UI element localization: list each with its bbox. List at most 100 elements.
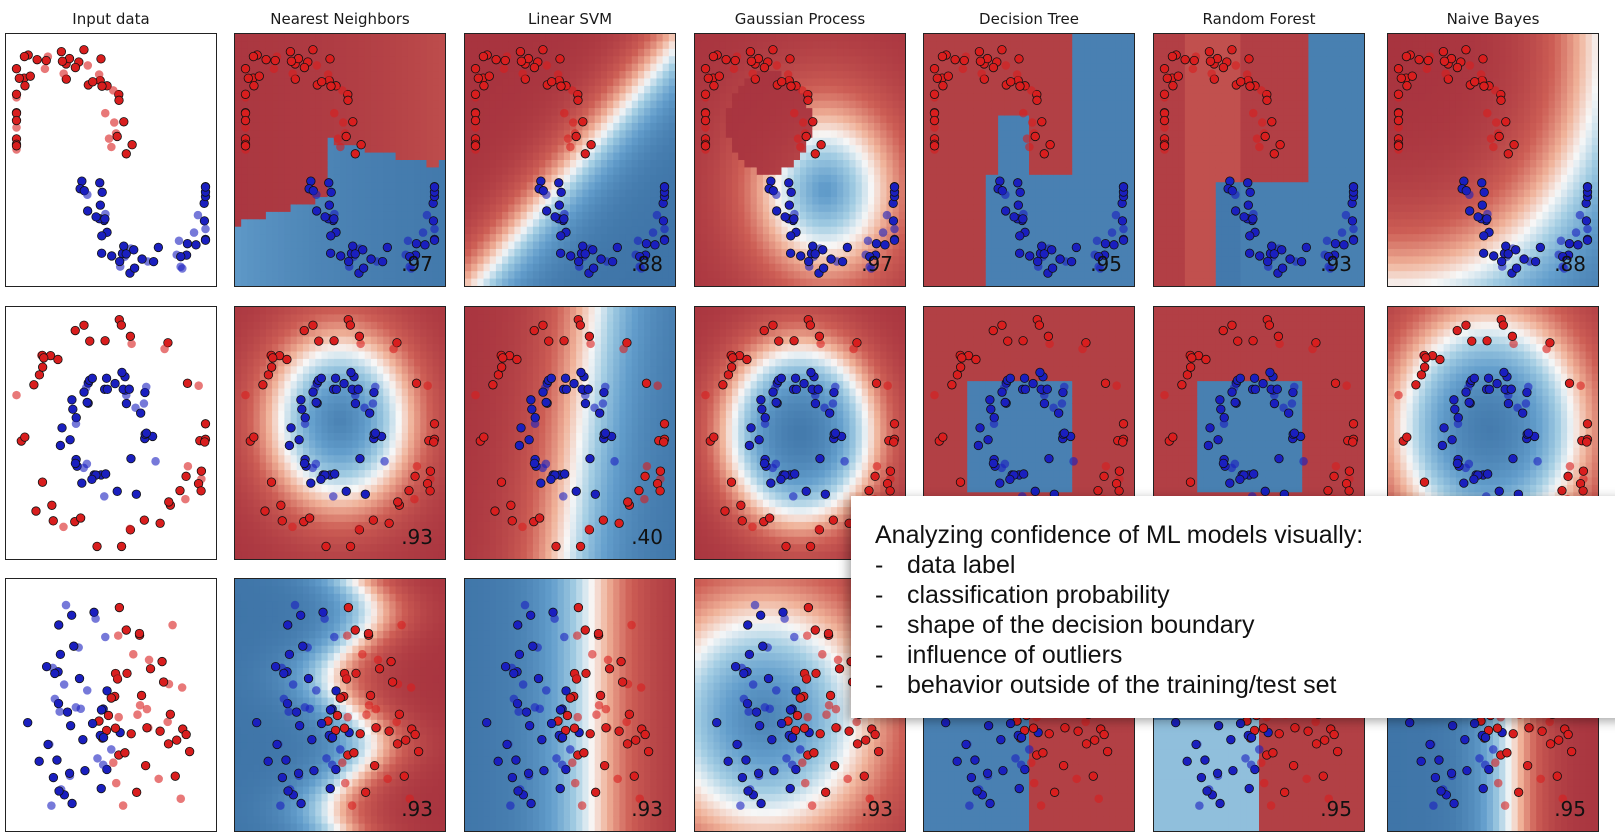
decision-region-cell: [707, 115, 715, 124]
decision-region-cell: [414, 34, 421, 43]
decision-region-cell: [235, 189, 242, 198]
decision-region-cell: [855, 278, 863, 286]
decision-region-cell: [1047, 100, 1055, 109]
decision-region-cell: [867, 85, 875, 94]
decision-region-cell: [315, 122, 323, 131]
decision-region-cell: [930, 167, 937, 176]
decision-region-cell: [358, 34, 366, 43]
decision-region-cell: [613, 41, 621, 50]
decision-region-cell: [625, 219, 633, 228]
decision-region-cell: [570, 211, 577, 220]
decision-region-cell: [401, 226, 409, 235]
decision-region-cell: [775, 48, 783, 57]
data-point-blue: [348, 241, 358, 251]
decision-region-cell: [1029, 100, 1036, 109]
data-point-blue: [780, 212, 790, 222]
decision-region-cell: [701, 278, 708, 286]
decision-region-cell: [806, 189, 813, 198]
decision-region-cell: [377, 219, 384, 228]
decision-region-cell: [725, 122, 733, 131]
decision-region-cell: [1047, 122, 1055, 131]
decision-region-cell: [644, 100, 651, 109]
decision-region-cell: [644, 34, 651, 43]
decision-region-cell: [495, 204, 503, 213]
decision-region-cell: [979, 85, 987, 94]
decision-region-cell: [843, 226, 851, 235]
decision-region-cell: [732, 271, 739, 280]
decision-region-cell: [272, 34, 279, 43]
decision-region-cell: [824, 182, 832, 191]
decision-region-cell: [619, 226, 627, 235]
decision-region-cell: [600, 122, 608, 131]
decision-region-cell: [756, 189, 764, 198]
decision-region-cell: [637, 278, 645, 286]
decision-region-cell: [1103, 71, 1110, 80]
decision-region-cell: [1016, 263, 1024, 272]
decision-region-cell: [594, 278, 602, 286]
decision-region-cell: [855, 182, 863, 191]
decision-region-cell: [631, 108, 639, 117]
decision-region-cell: [340, 71, 347, 80]
decision-region-cell: [407, 137, 415, 146]
decision-region-cell: [588, 256, 596, 265]
decision-region-cell: [954, 85, 962, 94]
decision-region-cell: [1029, 211, 1036, 220]
decision-region-cell: [985, 34, 993, 43]
decision-region-cell: [824, 48, 832, 57]
decision-region-cell: [880, 219, 888, 228]
decision-region-cell: [272, 197, 279, 206]
decision-region-cell: [656, 234, 664, 243]
decision-region-cell: [644, 219, 651, 228]
decision-region-cell: [830, 241, 838, 250]
decision-region-cell: [662, 93, 670, 102]
decision-region-cell: [867, 278, 875, 286]
decision-region-cell: [576, 226, 583, 235]
decision-region-cell: [812, 211, 820, 220]
decision-region-cell: [656, 271, 664, 280]
decision-region-cell: [650, 100, 658, 109]
decision-region-cell: [725, 100, 733, 109]
decision-region-cell: [321, 34, 329, 43]
decision-region-cell: [637, 271, 645, 280]
decision-region-cell: [296, 278, 304, 286]
decision-region-cell: [985, 115, 993, 124]
decision-region-cell: [650, 248, 658, 257]
decision-region-cell: [570, 152, 577, 161]
decision-region-cell: [241, 167, 248, 176]
decision-region-cell: [849, 100, 857, 109]
decision-region-cell: [502, 137, 509, 146]
decision-region-cell: [1022, 182, 1030, 191]
decision-region-cell: [539, 115, 546, 124]
decision-region-cell: [370, 115, 378, 124]
decision-region-cell: [1029, 278, 1036, 286]
decision-region-cell: [991, 256, 999, 265]
decision-region-cell: [290, 145, 298, 154]
decision-region-cell: [284, 137, 292, 146]
decision-region-cell: [383, 63, 391, 72]
decision-region-cell: [272, 226, 279, 235]
decision-region-cell: [732, 256, 739, 265]
decision-region-cell: [495, 145, 503, 154]
decision-region-cell: [588, 278, 596, 286]
decision-region-cell: [495, 219, 503, 228]
decision-region-cell: [738, 174, 746, 183]
decision-region-cell: [1072, 278, 1080, 286]
data-point-blue: [580, 249, 590, 259]
decision-region-cell: [830, 108, 838, 117]
decision-region-cell: [961, 241, 968, 250]
decision-region-cell: [514, 211, 522, 220]
decision-region-cell: [1090, 93, 1098, 102]
decision-region-cell: [637, 48, 645, 57]
decision-region-cell: [290, 248, 298, 257]
decision-region-cell: [936, 241, 944, 250]
decision-region-cell: [364, 34, 372, 43]
decision-region-cell: [346, 108, 353, 117]
decision-region-cell: [769, 78, 776, 87]
data-point-red: [286, 56, 297, 66]
decision-region-cell: [508, 108, 516, 117]
decision-region-cell: [662, 115, 670, 124]
decision-region-cell: [613, 115, 621, 124]
decision-region-cell: [1004, 85, 1012, 94]
decision-region-cell: [961, 108, 968, 117]
decision-region-cell: [247, 152, 255, 161]
